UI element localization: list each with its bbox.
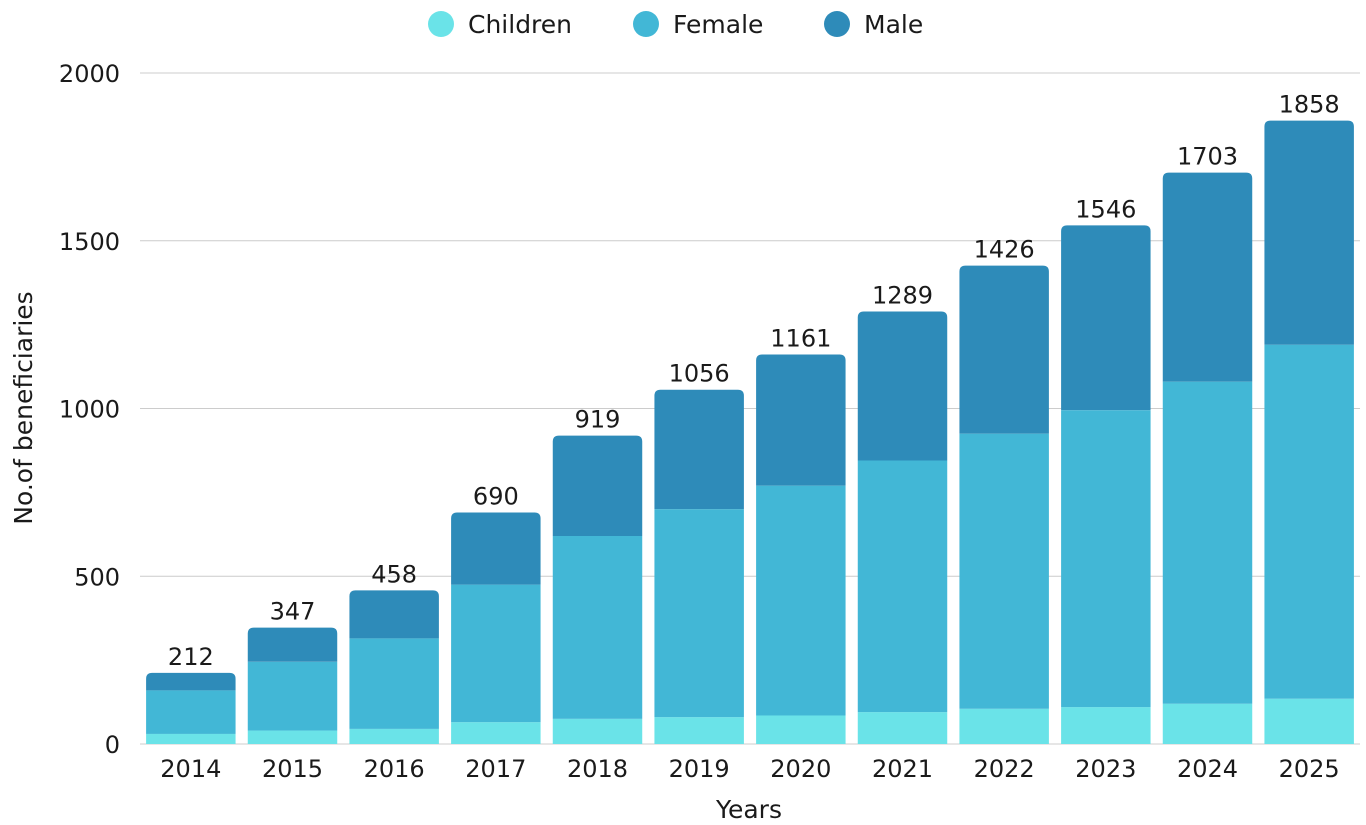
legend-swatch	[633, 11, 659, 37]
bar-children-2020	[756, 715, 846, 744]
bar-total-label: 1426	[974, 236, 1035, 264]
bar-male-2023	[1061, 225, 1151, 411]
y-axis-ticks: 0 500 1000 1500 2000	[59, 60, 120, 759]
bar-male-2018	[552, 435, 643, 536]
x-tick-label: 2021	[872, 755, 933, 783]
bar-female-2016	[349, 638, 439, 729]
bar-total-label: 1858	[1279, 91, 1340, 119]
bar-total-labels: 212 347 458 690 919 1056 1161 1289 1426 1546 1703 1…	[168, 91, 1340, 671]
legend-label: Children	[468, 10, 572, 39]
x-tick-label: 2015	[262, 755, 323, 783]
x-tick-label: 2022	[974, 755, 1035, 783]
bar-total-label: 1703	[1177, 143, 1238, 171]
bar-total-label: 919	[575, 406, 621, 434]
bar-children-2025	[1264, 698, 1354, 744]
bar-male-2020	[756, 354, 846, 486]
bar-male-2019	[654, 389, 744, 510]
bar-children-2015	[247, 730, 338, 744]
x-tick-label: 2018	[567, 755, 628, 783]
bar-children-2021	[857, 712, 948, 744]
x-axis-ticks: 2014 2015 2016 2017 2018 2019 2020 2021 2022 2023…	[160, 755, 1339, 783]
bar-female-2024	[1162, 381, 1253, 704]
y-tick-label: 500	[74, 563, 120, 591]
bar-female-2025	[1264, 344, 1354, 699]
bars	[146, 120, 1354, 744]
y-tick-label: 0	[105, 731, 120, 759]
legend-item-male: Male	[824, 10, 923, 39]
bar-female-2021	[857, 460, 948, 713]
chart-legend: Children Female Male	[428, 10, 923, 39]
bar-male-2016	[349, 590, 439, 639]
bar-children-2016	[349, 728, 439, 744]
legend-label: Female	[673, 10, 763, 39]
bar-male-2021	[857, 311, 948, 461]
legend-item-children: Children	[428, 10, 572, 39]
x-tick-label: 2024	[1177, 755, 1238, 783]
bar-total-label: 1056	[669, 360, 730, 388]
bar-children-2024	[1162, 703, 1253, 744]
x-axis-title: Years	[715, 795, 782, 824]
x-tick-label: 2019	[669, 755, 730, 783]
bar-total-label: 1546	[1075, 195, 1136, 223]
legend-swatch	[428, 11, 454, 37]
y-tick-label: 1000	[59, 396, 120, 424]
bar-children-2014	[146, 733, 236, 744]
bar-male-2024	[1162, 172, 1253, 382]
legend-swatch	[824, 11, 850, 37]
x-tick-label: 2020	[770, 755, 831, 783]
x-tick-label: 2014	[160, 755, 221, 783]
bar-female-2022	[959, 433, 1049, 709]
bar-total-label: 690	[473, 483, 519, 511]
bar-female-2015	[247, 661, 338, 731]
bar-total-label: 212	[168, 643, 214, 671]
bar-total-label: 1289	[872, 282, 933, 310]
y-tick-label: 2000	[59, 60, 120, 88]
bar-female-2018	[552, 535, 643, 719]
bar-female-2019	[654, 509, 744, 718]
bar-total-label: 1161	[770, 324, 831, 352]
bar-children-2018	[552, 718, 643, 744]
x-tick-label: 2023	[1075, 755, 1136, 783]
bar-male-2025	[1264, 120, 1354, 345]
bar-male-2015	[247, 627, 338, 662]
bar-female-2014	[146, 690, 236, 734]
bar-female-2023	[1061, 410, 1151, 708]
y-axis-title: No.of beneficiaries	[9, 291, 38, 524]
bar-children-2023	[1061, 707, 1151, 744]
bar-female-2020	[756, 485, 846, 716]
bar-female-2017	[451, 584, 541, 723]
gridlines	[140, 72, 1360, 745]
bar-children-2022	[959, 708, 1049, 744]
x-tick-label: 2016	[364, 755, 425, 783]
y-tick-label: 1500	[59, 228, 120, 256]
legend-label: Male	[864, 10, 923, 39]
bar-total-label: 347	[270, 598, 316, 626]
bar-male-2014	[146, 672, 236, 691]
bar-male-2017	[451, 512, 541, 585]
x-tick-label: 2025	[1279, 755, 1340, 783]
bar-children-2019	[654, 717, 744, 744]
bar-total-label: 458	[371, 560, 417, 588]
bar-male-2022	[959, 265, 1049, 434]
legend-item-female: Female	[633, 10, 763, 39]
x-tick-label: 2017	[465, 755, 526, 783]
bar-children-2017	[451, 722, 541, 744]
